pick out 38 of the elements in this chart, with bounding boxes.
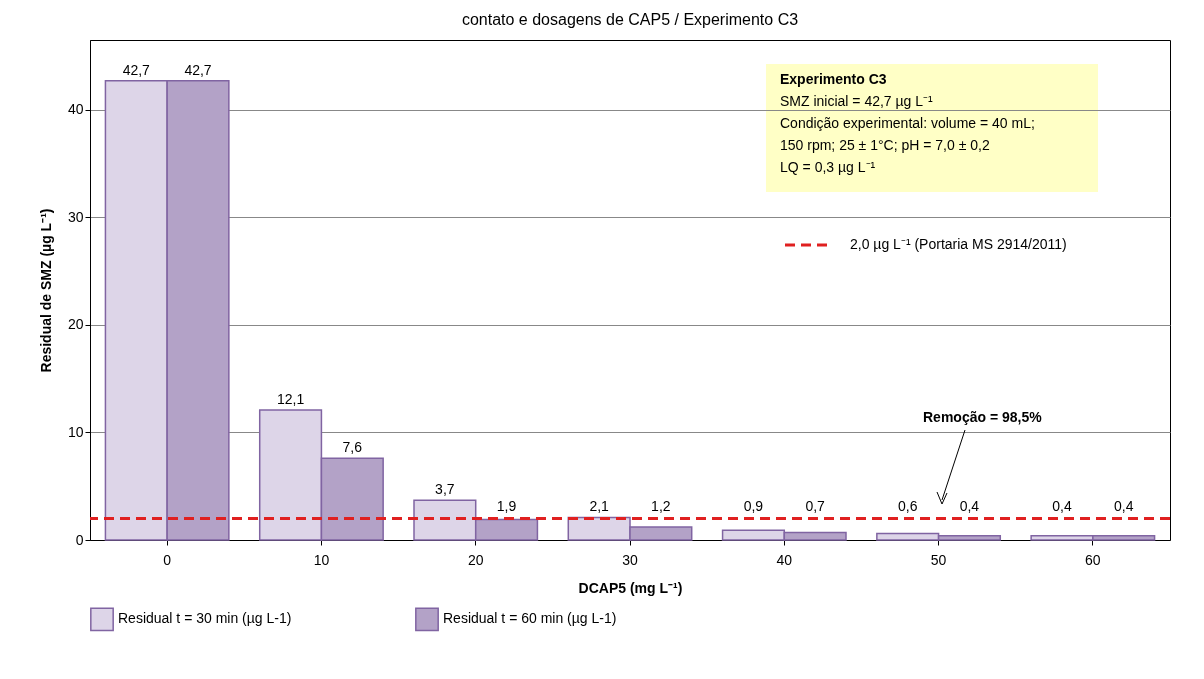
y-tick-label: 20 (67, 316, 84, 333)
data-label: 1,9 (496, 498, 517, 515)
x-tick-label: 60 (1085, 551, 1101, 568)
annotation: 150 rpm; 25 ± 1°C; pH = 7,0 ± 0,2 (780, 137, 990, 153)
annotation: Remoção = 98,5% (923, 409, 1043, 425)
annotation: SMZ inicial = 42,7 µg L⁻¹ (780, 93, 934, 109)
data-label: 0,6 (897, 498, 918, 515)
x-tick-label: 10 (313, 551, 330, 568)
data-label: 7,6 (342, 439, 363, 456)
annotation: Condição experimental: volume = 40 mL; (780, 115, 1035, 131)
legend-label: Residual t = 60 min (µg L-1) (443, 610, 617, 627)
x-tick-label: 40 (776, 551, 793, 568)
data-label: 2,1 (589, 498, 610, 515)
chart-title: contato e dosagens de CAP5 / Experimento C3 (461, 11, 799, 28)
data-label: 1,2 (651, 498, 671, 515)
annotation: Experimento C3 (780, 71, 887, 87)
data-label: 0,4 (1113, 498, 1134, 515)
y-tick-label: 40 (67, 101, 84, 118)
x-tick-label: 50 (930, 551, 947, 568)
x-axis-title: DCAP5 (mg L⁻¹) (578, 579, 683, 596)
legend-label: 2,0 µg L⁻¹ (Portaria MS 2914/2011) (850, 236, 1067, 252)
x-tick-label: 30 (622, 551, 638, 568)
data-label: 42,7 (184, 61, 212, 78)
data-label: 0,7 (805, 498, 826, 515)
data-label: 3,7 (435, 481, 455, 498)
y-tick-label: 30 (67, 208, 84, 225)
data-label: 0,9 (743, 498, 764, 515)
data-label: 42,7 (122, 61, 151, 78)
data-label: 0,4 (1052, 498, 1072, 515)
legend-label: Residual t = 30 min (µg L-1) (118, 610, 292, 627)
x-tick-label: 20 (467, 551, 484, 568)
y-tick-label: 10 (67, 423, 84, 440)
y-tick-label: 0 (75, 531, 84, 548)
y-axis-title: Residual de SMZ (µg L⁻¹) (37, 208, 54, 373)
x-tick-label: 0 (163, 551, 172, 568)
data-label: 12,1 (276, 390, 305, 407)
data-label: 0,4 (959, 498, 980, 515)
annotation: LQ = 0,3 µg L⁻¹ (780, 159, 876, 175)
